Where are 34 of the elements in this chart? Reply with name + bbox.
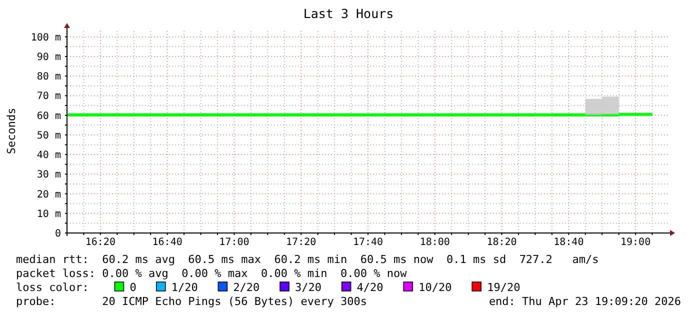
x-tick-label: 17:40 [352,237,384,248]
y-tick-label: 50 m [36,130,61,142]
legend-label: 0 [130,281,136,294]
x-tick-label: 16:40 [152,237,182,248]
legend-title: loss color: [16,281,89,294]
x-tick-label: 18:40 [554,237,584,248]
y-tick-label: 100 m [30,32,61,44]
text: median rtt: 60.2 ms avg 60.5 ms max 60.2 ms min 60.5 ms now 0.1 ms sd 727.2 am/s [16,253,599,266]
y-tick-label: 70 m [36,91,61,102]
legend-label: 10/20 [418,281,452,294]
text: probe: 20 ICMP Echo Pings (56 Bytes) every 300s [16,295,367,308]
y-tick-label: 0 [54,228,61,240]
text: end: Thu Apr 23 19:09:20 2026 [488,295,681,308]
y-tick-label: 30 m [36,170,61,181]
x-tick-label: 19:00 [620,237,651,248]
y-tick-label: 20 m [36,189,61,200]
legend-label: 3/20 [295,281,322,294]
legend-label: 1/20 [171,281,198,294]
legend-label: 4/20 [356,281,384,294]
y-tick-label: 10 m [36,208,61,220]
y-tick-label: 80 m [36,72,61,83]
y-tick-label: 60 m [36,110,61,122]
legend-label: 19/20 [487,281,520,294]
text: packet loss: 0.00 % avg 0.00 % max 0.00 % min 0.00 % now [16,267,408,280]
x-tick-label: 18:00 [420,237,450,248]
y-tick-label: 40 m [36,150,61,162]
x-tick-label: 18:20 [486,237,517,248]
y-tick-label: 90 m [36,52,61,63]
x-tick-label: 17:00 [219,237,250,248]
chart-title: Last 3 Hours [303,6,394,21]
y-axis-title: Seconds [5,108,18,154]
legend-label: 2/20 [233,281,260,294]
x-tick-label: 16:20 [85,237,116,248]
x-tick-label: 17:20 [286,237,316,248]
